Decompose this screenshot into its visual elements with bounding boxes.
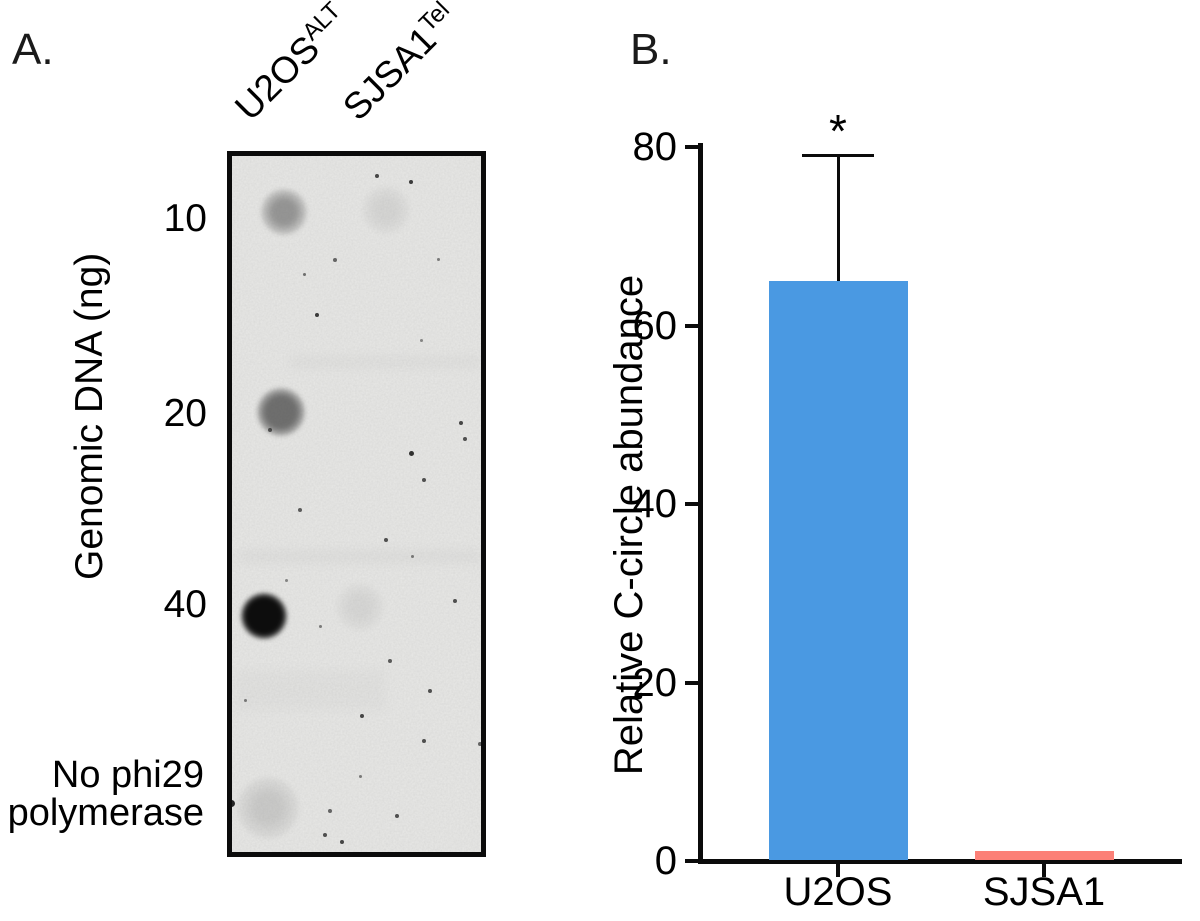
blot-spot-3 bbox=[257, 388, 305, 436]
blot-speck bbox=[318, 624, 322, 628]
blot-speck bbox=[284, 578, 288, 582]
blot-speck bbox=[410, 554, 414, 558]
blot-band bbox=[235, 670, 385, 710]
blot-speck bbox=[328, 809, 332, 813]
blot-speck bbox=[315, 313, 319, 317]
blot-speck bbox=[395, 814, 399, 818]
y-tick-label-0: 0 bbox=[654, 839, 677, 883]
bar-sjsa1 bbox=[974, 851, 1114, 860]
blot-speck bbox=[422, 739, 426, 743]
bar-u2os bbox=[768, 280, 908, 860]
y-tick-label-80: 80 bbox=[632, 125, 678, 169]
blot-speck bbox=[243, 698, 247, 702]
panel-a-column-label-u2os: U2OSALT bbox=[227, 0, 357, 129]
error-bar-stem-u2os bbox=[836, 155, 840, 281]
panel-a-label: A. bbox=[12, 25, 54, 74]
blot-speck bbox=[408, 450, 414, 456]
blot-speck bbox=[268, 428, 272, 432]
blot-speck bbox=[478, 742, 481, 746]
blot-speck bbox=[358, 774, 362, 778]
blot-speck bbox=[384, 538, 388, 542]
row-label-20: 20 bbox=[163, 392, 207, 435]
blot-speck bbox=[422, 478, 426, 482]
y-tick-20 bbox=[685, 680, 698, 685]
blot-band bbox=[290, 356, 480, 368]
blot-speck bbox=[453, 599, 457, 603]
y-tick-60 bbox=[685, 323, 698, 328]
blot-speck bbox=[340, 840, 344, 844]
blot-speck bbox=[419, 338, 423, 342]
row-label-10: 10 bbox=[163, 197, 207, 240]
blot-noise-texture bbox=[232, 156, 481, 852]
blot-speck bbox=[388, 659, 392, 663]
blot-speck bbox=[459, 421, 463, 425]
blot-spot-4 bbox=[241, 593, 287, 639]
y-axis-line bbox=[698, 143, 703, 864]
panel-a-column-label-sjsa1: SJSA1Tel bbox=[335, 0, 466, 129]
u2os-label-text: U2OS bbox=[227, 27, 328, 129]
y-tick-label-20: 20 bbox=[632, 660, 678, 705]
error-bar-cap-u2os bbox=[802, 154, 874, 158]
y-tick-label-60: 60 bbox=[632, 303, 678, 348]
y-tick-80 bbox=[685, 145, 698, 149]
x-axis-line bbox=[698, 859, 1182, 864]
blot-speck bbox=[333, 258, 337, 262]
blot-speck bbox=[409, 180, 413, 184]
blot-speck bbox=[298, 508, 302, 512]
blot-speck bbox=[463, 437, 467, 441]
control-label-line1: No phi29 bbox=[51, 754, 204, 796]
x-tick-u2os bbox=[836, 864, 840, 877]
y-tick-label-40: 40 bbox=[632, 482, 678, 526]
panel-a-control-label: No phi29 polymerase bbox=[0, 756, 204, 832]
x-tick-label-u2os: U2OS bbox=[783, 870, 893, 914]
blot-speck bbox=[375, 174, 379, 178]
sjsa1-label-text: SJSA1 bbox=[335, 19, 444, 129]
blot-speck bbox=[360, 714, 364, 718]
blot-spot-1 bbox=[261, 189, 307, 235]
row-label-40: 40 bbox=[163, 583, 207, 626]
dot-blot-image bbox=[227, 151, 486, 857]
blot-speck bbox=[323, 833, 327, 837]
y-tick-0 bbox=[685, 859, 698, 863]
blot-speck bbox=[232, 799, 235, 807]
blot-membrane bbox=[232, 156, 481, 852]
x-tick-sjsa1 bbox=[1042, 864, 1046, 877]
blot-band bbox=[240, 549, 480, 563]
blot-speck bbox=[302, 272, 306, 276]
blot-spot-2 bbox=[362, 186, 410, 234]
blot-speck bbox=[428, 689, 432, 693]
x-tick-label-sjsa1: SJSA1 bbox=[982, 870, 1106, 914]
significance-asterisk: * bbox=[829, 104, 847, 157]
blot-speck bbox=[436, 257, 440, 261]
blot-spot-6 bbox=[237, 777, 299, 839]
blot-spot-5 bbox=[336, 583, 384, 631]
y-tick-40 bbox=[685, 502, 698, 506]
control-label-line2: polymerase bbox=[7, 792, 204, 834]
panel-b-label: B. bbox=[630, 25, 672, 74]
